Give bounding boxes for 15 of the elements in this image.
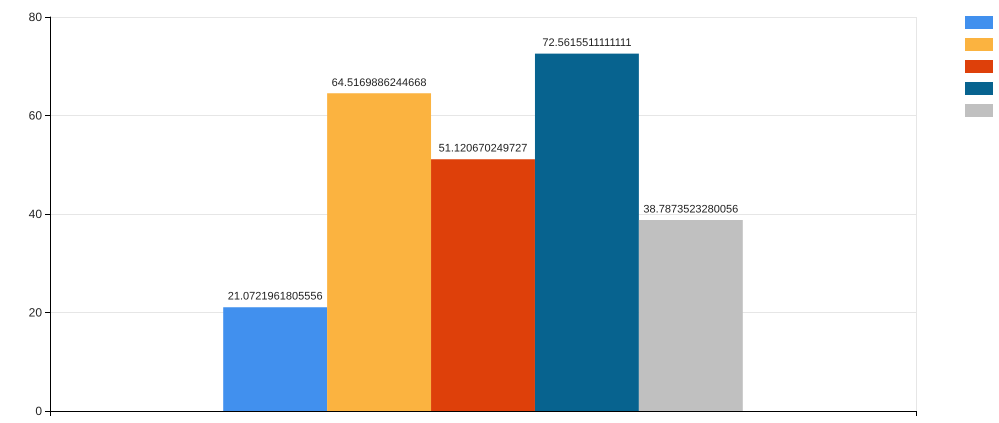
y-tick-label: 0: [35, 404, 42, 418]
bar: [431, 159, 535, 411]
y-tick-label: 80: [28, 10, 42, 24]
data-label: 64.5169886244668: [332, 76, 426, 89]
bar: [223, 307, 328, 411]
y-tick-label: 60: [28, 108, 42, 122]
data-label: 72.5615511111111: [542, 37, 632, 50]
data-label: 51.120670249727: [438, 142, 528, 155]
data-label: 21.0721961805556: [228, 290, 323, 303]
y-tick-label: 40: [28, 207, 42, 221]
bar: [327, 93, 432, 411]
bar: [534, 54, 639, 411]
y-tick-label: 20: [28, 306, 42, 320]
data-label: 38.7873523280056: [643, 203, 738, 216]
bar: [638, 220, 743, 411]
